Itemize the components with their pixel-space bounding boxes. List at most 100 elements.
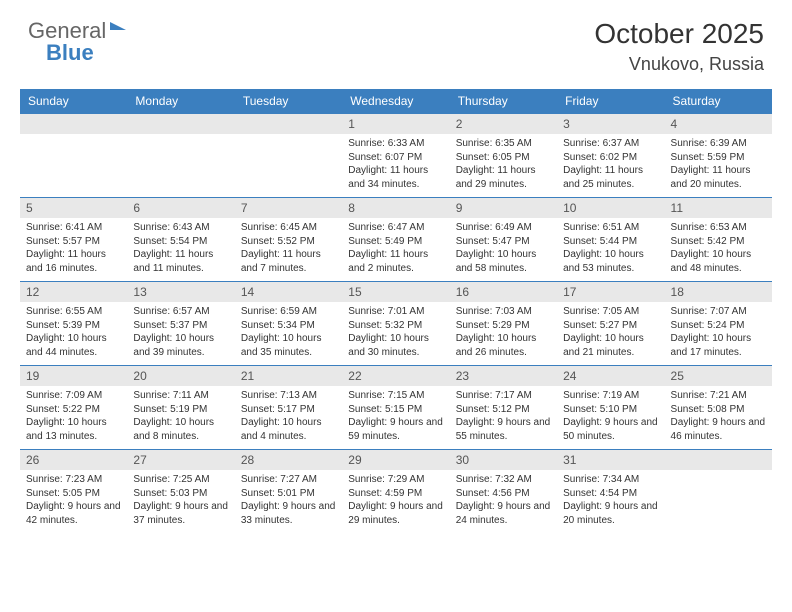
calendar-cell: 8Sunrise: 6:47 AMSunset: 5:49 PMDaylight… <box>342 198 449 282</box>
day-number: 9 <box>450 198 557 218</box>
day-number: 1 <box>342 114 449 134</box>
calendar-cell: 19Sunrise: 7:09 AMSunset: 5:22 PMDayligh… <box>20 366 127 450</box>
day-number: 29 <box>342 450 449 470</box>
day-details: Sunrise: 7:17 AMSunset: 5:12 PMDaylight:… <box>450 386 557 449</box>
calendar-cell: 15Sunrise: 7:01 AMSunset: 5:32 PMDayligh… <box>342 282 449 366</box>
calendar-cell: 17Sunrise: 7:05 AMSunset: 5:27 PMDayligh… <box>557 282 664 366</box>
calendar-cell: 29Sunrise: 7:29 AMSunset: 4:59 PMDayligh… <box>342 450 449 534</box>
calendar-cell <box>665 450 772 534</box>
day-details <box>235 134 342 182</box>
day-details: Sunrise: 7:32 AMSunset: 4:56 PMDaylight:… <box>450 470 557 533</box>
brand-part2: Blue <box>46 40 94 65</box>
calendar-cell: 23Sunrise: 7:17 AMSunset: 5:12 PMDayligh… <box>450 366 557 450</box>
calendar-cell: 30Sunrise: 7:32 AMSunset: 4:56 PMDayligh… <box>450 450 557 534</box>
calendar-cell: 11Sunrise: 6:53 AMSunset: 5:42 PMDayligh… <box>665 198 772 282</box>
weekday-header: Thursday <box>450 89 557 114</box>
day-details: Sunrise: 6:37 AMSunset: 6:02 PMDaylight:… <box>557 134 664 197</box>
calendar-cell: 20Sunrise: 7:11 AMSunset: 5:19 PMDayligh… <box>127 366 234 450</box>
day-number: 3 <box>557 114 664 134</box>
day-number: 24 <box>557 366 664 386</box>
day-details: Sunrise: 6:45 AMSunset: 5:52 PMDaylight:… <box>235 218 342 281</box>
day-number: 30 <box>450 450 557 470</box>
day-details: Sunrise: 6:57 AMSunset: 5:37 PMDaylight:… <box>127 302 234 365</box>
calendar-cell: 7Sunrise: 6:45 AMSunset: 5:52 PMDaylight… <box>235 198 342 282</box>
day-number <box>20 114 127 134</box>
calendar-row: 26Sunrise: 7:23 AMSunset: 5:05 PMDayligh… <box>20 450 772 534</box>
calendar-cell: 9Sunrise: 6:49 AMSunset: 5:47 PMDaylight… <box>450 198 557 282</box>
calendar-row: 5Sunrise: 6:41 AMSunset: 5:57 PMDaylight… <box>20 198 772 282</box>
day-number: 23 <box>450 366 557 386</box>
day-number: 6 <box>127 198 234 218</box>
calendar-cell: 28Sunrise: 7:27 AMSunset: 5:01 PMDayligh… <box>235 450 342 534</box>
weekday-header: Monday <box>127 89 234 114</box>
day-details: Sunrise: 6:33 AMSunset: 6:07 PMDaylight:… <box>342 134 449 197</box>
calendar-cell: 3Sunrise: 6:37 AMSunset: 6:02 PMDaylight… <box>557 114 664 198</box>
calendar-table: SundayMondayTuesdayWednesdayThursdayFrid… <box>20 89 772 533</box>
day-details: Sunrise: 6:51 AMSunset: 5:44 PMDaylight:… <box>557 218 664 281</box>
day-details: Sunrise: 7:19 AMSunset: 5:10 PMDaylight:… <box>557 386 664 449</box>
weekday-header-row: SundayMondayTuesdayWednesdayThursdayFrid… <box>20 89 772 114</box>
calendar-cell: 5Sunrise: 6:41 AMSunset: 5:57 PMDaylight… <box>20 198 127 282</box>
calendar-cell: 24Sunrise: 7:19 AMSunset: 5:10 PMDayligh… <box>557 366 664 450</box>
calendar-row: 12Sunrise: 6:55 AMSunset: 5:39 PMDayligh… <box>20 282 772 366</box>
day-details: Sunrise: 7:01 AMSunset: 5:32 PMDaylight:… <box>342 302 449 365</box>
day-number <box>665 450 772 470</box>
calendar-cell: 2Sunrise: 6:35 AMSunset: 6:05 PMDaylight… <box>450 114 557 198</box>
day-details: Sunrise: 7:34 AMSunset: 4:54 PMDaylight:… <box>557 470 664 533</box>
day-number: 21 <box>235 366 342 386</box>
weekday-header: Tuesday <box>235 89 342 114</box>
day-details: Sunrise: 7:09 AMSunset: 5:22 PMDaylight:… <box>20 386 127 449</box>
day-details: Sunrise: 6:59 AMSunset: 5:34 PMDaylight:… <box>235 302 342 365</box>
calendar-cell: 21Sunrise: 7:13 AMSunset: 5:17 PMDayligh… <box>235 366 342 450</box>
calendar-cell: 22Sunrise: 7:15 AMSunset: 5:15 PMDayligh… <box>342 366 449 450</box>
day-details: Sunrise: 7:11 AMSunset: 5:19 PMDaylight:… <box>127 386 234 449</box>
day-number: 8 <box>342 198 449 218</box>
day-details: Sunrise: 7:13 AMSunset: 5:17 PMDaylight:… <box>235 386 342 449</box>
day-details: Sunrise: 7:29 AMSunset: 4:59 PMDaylight:… <box>342 470 449 533</box>
day-number: 15 <box>342 282 449 302</box>
weekday-header: Friday <box>557 89 664 114</box>
day-number: 25 <box>665 366 772 386</box>
calendar-cell: 25Sunrise: 7:21 AMSunset: 5:08 PMDayligh… <box>665 366 772 450</box>
day-details: Sunrise: 7:15 AMSunset: 5:15 PMDaylight:… <box>342 386 449 449</box>
day-details: Sunrise: 6:55 AMSunset: 5:39 PMDaylight:… <box>20 302 127 365</box>
day-number: 5 <box>20 198 127 218</box>
day-details: Sunrise: 6:39 AMSunset: 5:59 PMDaylight:… <box>665 134 772 197</box>
location-label: Vnukovo, Russia <box>594 54 764 75</box>
page-title: October 2025 <box>594 18 764 50</box>
day-details: Sunrise: 7:03 AMSunset: 5:29 PMDaylight:… <box>450 302 557 365</box>
day-details: Sunrise: 6:43 AMSunset: 5:54 PMDaylight:… <box>127 218 234 281</box>
calendar-body: 1Sunrise: 6:33 AMSunset: 6:07 PMDaylight… <box>20 114 772 534</box>
header: General October 2025 Vnukovo, Russia <box>0 0 792 81</box>
day-number: 16 <box>450 282 557 302</box>
calendar-cell: 6Sunrise: 6:43 AMSunset: 5:54 PMDaylight… <box>127 198 234 282</box>
day-number <box>127 114 234 134</box>
day-number: 12 <box>20 282 127 302</box>
day-details: Sunrise: 7:27 AMSunset: 5:01 PMDaylight:… <box>235 470 342 533</box>
day-number: 31 <box>557 450 664 470</box>
calendar-cell: 31Sunrise: 7:34 AMSunset: 4:54 PMDayligh… <box>557 450 664 534</box>
day-number: 18 <box>665 282 772 302</box>
day-number: 10 <box>557 198 664 218</box>
calendar-cell <box>127 114 234 198</box>
day-number: 27 <box>127 450 234 470</box>
calendar-cell: 26Sunrise: 7:23 AMSunset: 5:05 PMDayligh… <box>20 450 127 534</box>
calendar-cell: 18Sunrise: 7:07 AMSunset: 5:24 PMDayligh… <box>665 282 772 366</box>
day-details: Sunrise: 6:53 AMSunset: 5:42 PMDaylight:… <box>665 218 772 281</box>
day-details: Sunrise: 6:35 AMSunset: 6:05 PMDaylight:… <box>450 134 557 197</box>
weekday-header: Sunday <box>20 89 127 114</box>
calendar-row: 19Sunrise: 7:09 AMSunset: 5:22 PMDayligh… <box>20 366 772 450</box>
calendar-cell: 10Sunrise: 6:51 AMSunset: 5:44 PMDayligh… <box>557 198 664 282</box>
day-details: Sunrise: 7:07 AMSunset: 5:24 PMDaylight:… <box>665 302 772 365</box>
title-block: October 2025 Vnukovo, Russia <box>594 18 764 75</box>
day-number: 28 <box>235 450 342 470</box>
day-number: 7 <box>235 198 342 218</box>
calendar-cell <box>235 114 342 198</box>
calendar-cell: 12Sunrise: 6:55 AMSunset: 5:39 PMDayligh… <box>20 282 127 366</box>
calendar-cell: 1Sunrise: 6:33 AMSunset: 6:07 PMDaylight… <box>342 114 449 198</box>
day-number: 26 <box>20 450 127 470</box>
day-details <box>127 134 234 182</box>
sail-icon <box>110 22 126 30</box>
day-details <box>665 470 772 518</box>
day-number: 4 <box>665 114 772 134</box>
